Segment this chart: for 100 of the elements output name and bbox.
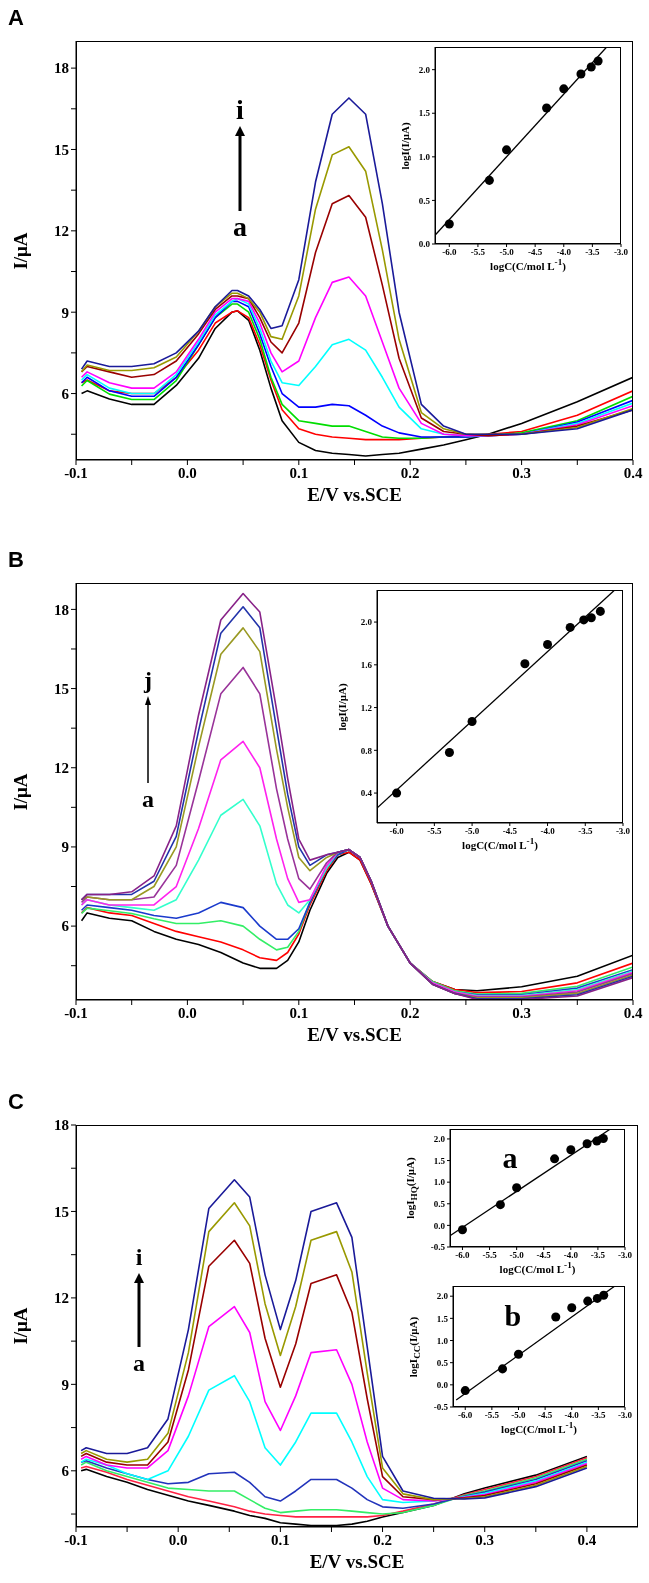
point [513, 1349, 524, 1359]
x-tick-label: 0.0 [178, 464, 197, 481]
x-tick-label: 0.4 [577, 1531, 597, 1548]
annotation: i [236, 94, 244, 125]
y-tick-label: 0.8 [360, 745, 373, 756]
x-tick-label: 0.2 [373, 1531, 392, 1548]
annotation: a [133, 1350, 145, 1376]
x-axis-title: logC(C/mol L$^{-1}$) [501, 1420, 577, 1435]
x-tick-label: 0.2 [400, 464, 420, 481]
x-axis-title: E/V vs.SCE [307, 1024, 402, 1045]
y-tick-label: 1.5 [433, 1155, 446, 1166]
x-axis-title: logC(C/mol L$^{-1}$) [499, 1260, 576, 1275]
y-tick-label: 6 [61, 918, 70, 935]
x-tick-label: 0.0 [168, 1531, 188, 1548]
x-tick-label: -3.5 [591, 1410, 606, 1421]
x-tick-label: 0.1 [270, 1531, 290, 1548]
x-tick-label: -4.5 [536, 1250, 552, 1261]
x-tick-label: 0.1 [289, 1004, 309, 1021]
chart-title: A [8, 5, 24, 31]
chart-title: C [8, 1089, 24, 1115]
x-axis-title: E/V vs.SCE [309, 1551, 405, 1572]
point [495, 1200, 505, 1210]
x-tick-label: -3.5 [578, 826, 593, 837]
point [595, 606, 605, 616]
point [457, 1225, 467, 1235]
x-axis-title: logC(C/mol L$^{-1}$) [490, 257, 566, 272]
x-tick-label: -3.5 [590, 1250, 606, 1261]
y-tick-label: 15 [54, 1203, 69, 1220]
point [543, 640, 553, 650]
x-axis-title: E/V vs.SCE [307, 484, 402, 505]
y-tick-label: 1.5 [436, 1313, 449, 1324]
y-axis-title: I/μA [9, 1307, 31, 1345]
x-tick-label: -6.0 [455, 1250, 471, 1261]
point [392, 788, 402, 798]
x-tick-label: -6.0 [389, 826, 405, 837]
y-tick-label: 2.0 [433, 1134, 446, 1145]
x-tick-label: -5.5 [482, 1250, 498, 1261]
y-tick-label: 2.0 [436, 1291, 449, 1302]
x-tick-label: -5.0 [499, 247, 515, 258]
point [576, 69, 586, 79]
x-axis-title: logC(C/mol L$^{-1}$) [462, 836, 538, 851]
x-tick-label: -3.0 [615, 826, 631, 837]
x-tick-label: -6.0 [458, 1410, 473, 1421]
point [444, 747, 454, 757]
point [467, 716, 477, 726]
x-tick-label: -5.0 [509, 1250, 525, 1261]
y-tick-label: 2.0 [418, 64, 431, 75]
point [566, 1145, 576, 1155]
point [502, 145, 512, 155]
point [444, 219, 454, 229]
x-tick-label: -5.5 [427, 826, 442, 837]
x-tick-label: -3.0 [617, 1250, 633, 1261]
point [550, 1154, 560, 1164]
y-tick-label: 18 [54, 601, 69, 618]
point [460, 1386, 470, 1396]
y-tick-label: 1.2 [360, 702, 373, 713]
x-tick-label: -3.0 [617, 1410, 633, 1421]
y-tick-label: 1.0 [433, 1177, 446, 1188]
y-axis-title: I/μA [9, 231, 31, 270]
y-tick-label: 9 [61, 839, 69, 856]
y-tick-label: 2.0 [360, 617, 373, 628]
point [599, 1290, 609, 1300]
x-tick-label: -5.0 [511, 1410, 527, 1421]
y-tick-label: 0.5 [418, 195, 431, 206]
y-tick-label: 1.0 [418, 152, 431, 163]
point [583, 1296, 593, 1306]
point [582, 1139, 592, 1149]
point [551, 1312, 561, 1322]
y-tick-label: 18 [54, 1117, 69, 1134]
annotation: a [233, 211, 247, 242]
x-tick-label: -6.0 [442, 247, 457, 258]
y-tick-label: 0.5 [436, 1357, 449, 1368]
y-tick-label: 12 [54, 223, 69, 240]
x-tick-label: 0.2 [400, 1004, 420, 1021]
y-tick-label: 0.5 [433, 1198, 446, 1209]
point [586, 613, 596, 623]
x-tick-label: -5.5 [484, 1410, 500, 1421]
y-tick-label: -0.5 [430, 1242, 446, 1253]
y-tick-label: 9 [61, 1376, 69, 1393]
y-axis-title: logI(I/μA) [335, 682, 348, 731]
annotation: j [144, 667, 152, 693]
annotation: i [135, 1244, 143, 1270]
line-series [80, 1305, 588, 1502]
point [512, 1183, 522, 1193]
x-tick-label: -4.0 [563, 1250, 579, 1261]
y-tick-label: 1.0 [436, 1335, 449, 1346]
y-tick-label: 15 [54, 680, 69, 697]
x-tick-label: -4.5 [538, 1410, 553, 1421]
y-tick-label: 9 [61, 304, 69, 321]
point [542, 103, 552, 113]
x-tick-label: 0.3 [512, 464, 531, 481]
x-tick-label: 0.3 [512, 1004, 531, 1021]
annotation: b [504, 1298, 522, 1332]
y-tick-label: 15 [54, 141, 69, 158]
x-tick-label: -0.1 [64, 1531, 88, 1548]
chart-title: B [8, 547, 24, 573]
x-tick-label: 0.4 [623, 1004, 643, 1021]
x-tick-label: -0.1 [64, 1004, 88, 1021]
x-tick-label: 0.4 [623, 464, 643, 481]
y-tick-label: 12 [54, 760, 69, 777]
